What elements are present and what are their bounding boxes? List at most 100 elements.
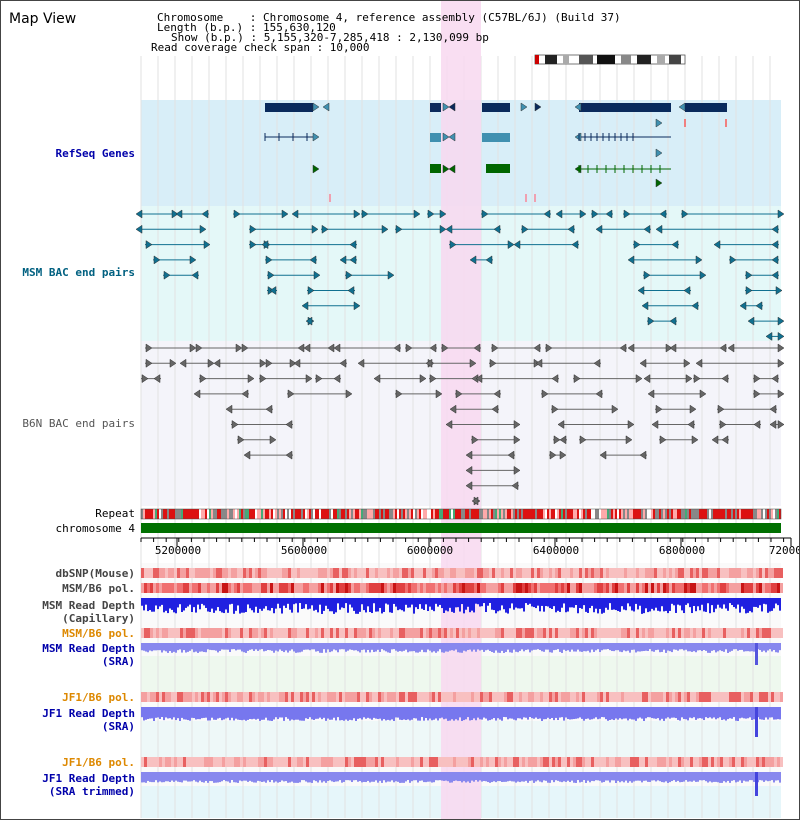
jf1-trim-depth-bar <box>423 772 425 783</box>
jf1-pol-strip-2 <box>273 757 276 767</box>
jf1-sra-depth-bar <box>431 707 433 721</box>
strand-arrow <box>249 240 257 250</box>
msm-capillary-depth-bar <box>587 598 589 613</box>
jf1-trim-depth-bar <box>287 772 289 783</box>
jf1-trim-spike <box>755 772 758 796</box>
msm-pol-strip-2 <box>408 628 411 638</box>
msm-pol-strip-1 <box>273 583 276 593</box>
msm-pol-strip-2 <box>297 628 300 638</box>
jf1-pol-strip-2 <box>435 757 438 767</box>
jf1-trim-depth-bar <box>773 772 775 783</box>
jf1-sra-depth-bar <box>331 707 333 720</box>
jf1-pol-strip-2 <box>402 757 405 767</box>
jf1-sra-depth-bar <box>593 707 595 719</box>
msm-sra-depth-bar <box>619 643 621 652</box>
msm-capillary-depth-bar <box>159 598 161 607</box>
repeat-segment <box>577 509 579 519</box>
msm-capillary-depth-bar <box>297 598 299 613</box>
msm-sra-depth-bar <box>583 643 585 652</box>
jf1-sra-depth-bar <box>591 707 593 720</box>
msm-pol-strip-2 <box>780 628 783 638</box>
jf1-sra-depth-bar <box>351 707 353 721</box>
jf1-pol-strip-1 <box>150 692 153 702</box>
jf1-trim-depth-bar <box>587 772 589 781</box>
repeat-segment <box>371 509 373 519</box>
repeat-segment <box>329 509 331 519</box>
msm-pol-strip-1 <box>276 583 279 593</box>
strand-arrow <box>189 255 197 265</box>
strand-arrow <box>557 420 565 429</box>
jf1-sra-depth-bar <box>489 707 491 721</box>
msm-sra-depth-bar <box>441 643 443 653</box>
msm-pol-strip-2 <box>171 628 174 638</box>
jf1-trim-depth-bar <box>751 772 753 781</box>
jf1-pol-strip-2 <box>747 757 750 767</box>
jf1-trim-depth-bar <box>771 772 773 781</box>
jf1-sra-depth-bar <box>183 707 185 720</box>
jf1-pol-strip-1 <box>534 692 537 702</box>
jf1-pol-strip-2 <box>159 757 162 767</box>
msm-sra-depth-bar <box>595 643 597 651</box>
repeat-segment <box>403 509 405 519</box>
msm-sra-depth-bar <box>701 643 703 652</box>
jf1-pol-strip-1 <box>732 692 735 702</box>
jf1-pol-strip-1 <box>669 692 672 702</box>
msm-pol-strip-2 <box>168 628 171 638</box>
track-label-repeat: Repeat <box>95 507 135 520</box>
msm-capillary-depth-bar <box>241 598 243 613</box>
msm-pol-strip-2 <box>651 628 654 638</box>
msm-sra-depth-bar <box>495 643 497 651</box>
repeat-segment <box>477 509 479 519</box>
msm-pol-strip-1 <box>381 583 384 593</box>
msm-sra-depth-bar <box>519 643 521 651</box>
dbsnp-strip <box>624 568 627 578</box>
jf1-pol-strip-1 <box>228 692 231 702</box>
dbsnp-strip <box>192 568 195 578</box>
msm-pol-strip-2 <box>267 628 270 638</box>
jf1-trim-depth-bar <box>725 772 727 783</box>
msm-capillary-depth-bar <box>507 598 509 614</box>
jf1-pol-strip-1 <box>333 692 336 702</box>
jf1-pol-strip-2 <box>597 757 600 767</box>
msm-capillary-depth-bar <box>539 598 541 612</box>
msm-capillary-depth-bar <box>747 598 749 613</box>
strand-arrow <box>293 358 301 368</box>
dbsnp-strip <box>597 568 600 578</box>
jf1-pol-strip-2 <box>150 757 153 767</box>
repeat-segment <box>249 509 251 519</box>
jf1-trim-depth-bar <box>361 772 363 783</box>
strand-arrow <box>655 148 663 158</box>
strand-arrow <box>281 209 289 219</box>
msm-pol-strip-2 <box>147 628 150 638</box>
msm-sra-depth-bar <box>763 643 765 651</box>
dbsnp-strip <box>684 568 687 578</box>
msm-capillary-depth-bar <box>761 598 763 612</box>
strand-arrow <box>469 255 477 265</box>
msm-capillary-depth-bar <box>497 598 499 612</box>
repeat-segment <box>195 509 197 519</box>
repeat-segment <box>731 509 733 519</box>
strand-arrow <box>449 404 457 414</box>
dbsnp-strip <box>327 568 330 578</box>
jf1-trim-depth-bar <box>487 772 489 783</box>
jf1-pol-strip-2 <box>408 757 411 767</box>
jf1-pol-strip-1 <box>603 692 606 702</box>
jf1-pol-strip-2 <box>204 757 207 767</box>
jf1-pol-strip-2 <box>498 757 501 767</box>
jf1-sra-depth-bar <box>563 707 565 721</box>
msm-sra-depth-bar <box>547 643 549 650</box>
strand-arrow <box>429 374 437 384</box>
msm-pol-strip-2 <box>150 628 153 638</box>
msm-capillary-depth-bar <box>197 598 199 605</box>
jf1-trim-depth-bar <box>443 772 445 781</box>
repeat-segment <box>331 509 333 519</box>
jf1-pol-strip-2 <box>297 757 300 767</box>
jf1-sra-depth-bar <box>343 707 345 721</box>
strand-arrow <box>611 404 619 414</box>
repeat-segment <box>279 509 281 519</box>
msm-pol-strip-1 <box>528 583 531 593</box>
jf1-pol-strip-1 <box>396 692 399 702</box>
msm-pol-strip-2 <box>459 628 462 638</box>
jf1-sra-depth-bar <box>481 707 483 720</box>
